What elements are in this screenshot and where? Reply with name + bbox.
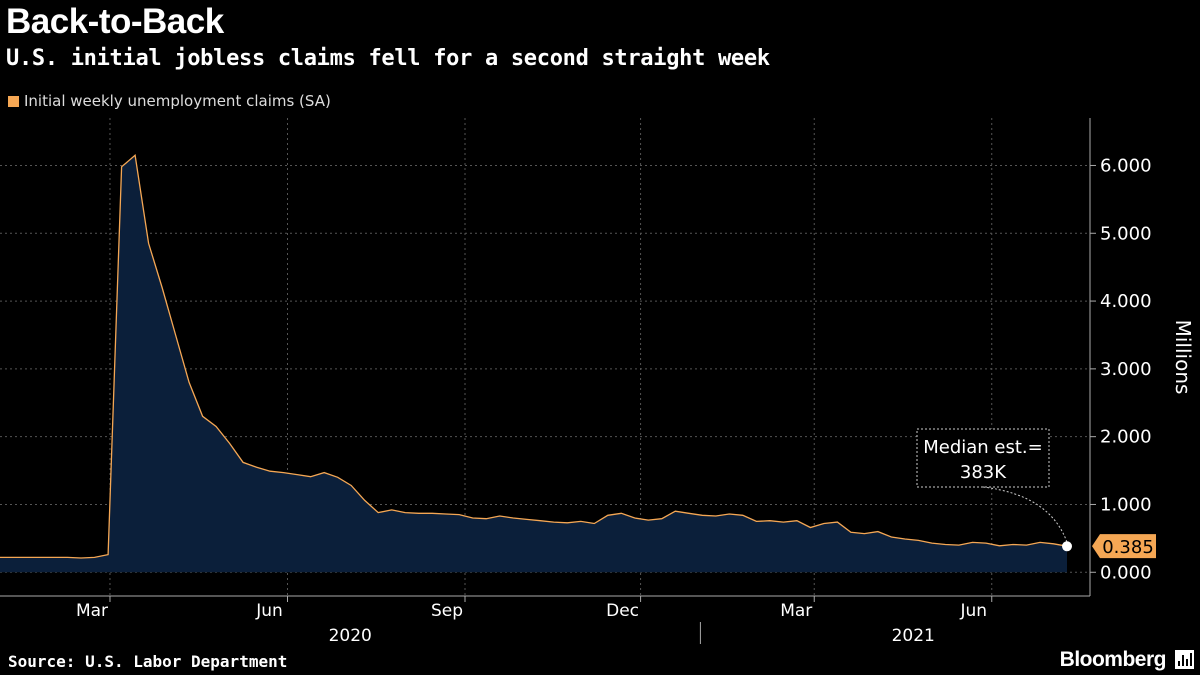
x-tick-label: Mar	[76, 601, 108, 621]
y-ticks: 6.000 5.000 4.000 3.000 2.000 1.000 0.000	[1090, 155, 1152, 583]
legend-swatch	[8, 95, 19, 107]
y-tick-label: 3.000	[1100, 359, 1152, 380]
x-tick-label: Jun	[255, 601, 283, 621]
y-tick-label: 1.000	[1100, 494, 1152, 515]
x-tick-label: Jun	[959, 601, 987, 621]
median-estimate-point	[1062, 541, 1072, 552]
series-area	[0, 155, 1067, 573]
series-line	[0, 154, 1068, 559]
x-ticks: Mar Jun Sep Dec Mar Jun 2020 2021	[76, 596, 993, 646]
last-value-text: 0.385	[1102, 537, 1154, 558]
chart-title: Back-to-Back	[6, 2, 224, 41]
y-tick-label: 4.000	[1100, 291, 1152, 312]
annotation-line1: Median est.=	[923, 437, 1043, 458]
bloomberg-logo: Bloomberg	[1059, 648, 1167, 671]
y-tick-label: 2.000	[1100, 427, 1152, 448]
y-tick-label: 6.000	[1100, 155, 1152, 176]
median-annotation: Median est.= 383K	[916, 428, 1072, 552]
last-value-badge: 0.385	[1092, 534, 1156, 559]
y-tick-label: 0.000	[1100, 562, 1152, 583]
y-tick-label: 5.000	[1100, 223, 1152, 244]
bloomberg-terminal-icon	[1175, 650, 1194, 669]
y-axis-label: Millions	[1171, 320, 1195, 395]
legend: Initial weekly unemployment claims (SA)	[8, 92, 331, 110]
x-tick-label: Sep	[431, 601, 463, 621]
chart-subtitle: U.S. initial jobless claims fell for a s…	[6, 46, 770, 71]
x-tick-label: Dec	[606, 601, 639, 621]
year-label: 2021	[892, 626, 935, 646]
annotation-line2: 383K	[960, 462, 1007, 483]
legend-label: Initial weekly unemployment claims (SA)	[24, 92, 331, 110]
last-value-badge-shape	[1092, 534, 1156, 559]
annotation-connector	[982, 486, 1068, 543]
source-note: Source: U.S. Labor Department	[8, 652, 288, 671]
x-tick-label: Mar	[780, 601, 812, 621]
year-label: 2020	[329, 626, 372, 646]
